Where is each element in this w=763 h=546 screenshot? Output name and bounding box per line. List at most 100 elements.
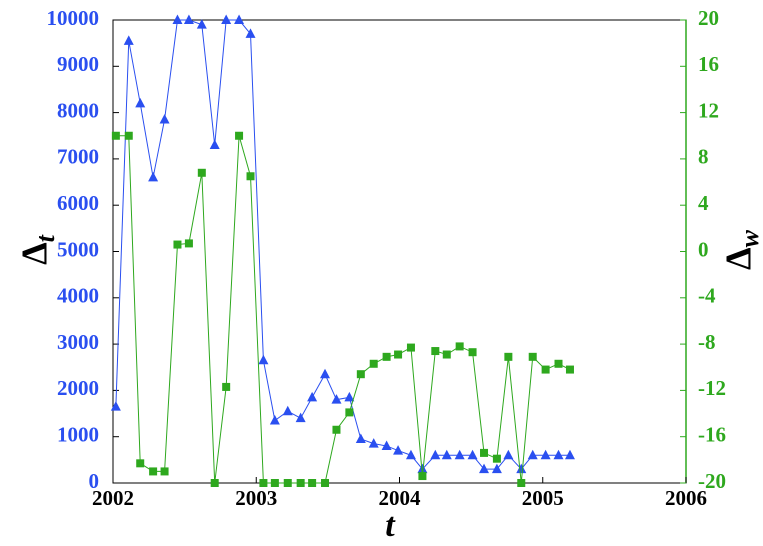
triangle-marker — [148, 171, 159, 182]
triangle-marker — [159, 114, 170, 124]
triangle-marker — [430, 449, 441, 460]
triangle-marker — [295, 412, 306, 423]
triangle-marker — [540, 449, 551, 460]
y2-tick-label: 12 — [698, 98, 719, 122]
square-marker — [296, 479, 305, 487]
x-tick-label: 2003 — [235, 486, 277, 510]
square-marker — [565, 365, 574, 374]
y-tick-label: 0 — [89, 469, 100, 493]
x-tick-label: 2002 — [92, 486, 134, 510]
triangle-marker — [135, 97, 146, 108]
square-marker — [308, 479, 317, 487]
y-tick-label: 2000 — [57, 376, 99, 400]
triangle-marker — [123, 35, 134, 45]
triangle-marker — [527, 449, 538, 460]
square-marker — [210, 479, 219, 487]
square-marker — [345, 408, 354, 417]
y2-tick-label: -8 — [698, 330, 716, 354]
y2-tick-label: 16 — [698, 52, 719, 76]
triangle-marker — [479, 463, 490, 474]
y2-label-sub: w — [735, 229, 763, 247]
square-marker — [418, 472, 427, 481]
triangle-marker — [393, 445, 404, 455]
triangle-marker — [516, 463, 527, 474]
square-marker — [222, 382, 231, 391]
triangle-marker — [344, 391, 355, 402]
triangle-marker — [503, 449, 514, 460]
square-marker — [541, 365, 550, 374]
square-marker — [394, 350, 403, 359]
square-marker — [382, 352, 391, 361]
x-tick-label: 2004 — [379, 486, 422, 510]
series-line — [115, 135, 571, 484]
y-tick-label: 10000 — [47, 6, 100, 30]
y-tick-label: 3000 — [57, 330, 99, 354]
square-marker — [283, 479, 292, 487]
y2-tick-label: -4 — [698, 284, 716, 308]
triangle-marker — [417, 463, 428, 474]
y-tick-label: 6000 — [57, 191, 99, 215]
triangle-marker — [553, 449, 564, 460]
square-marker — [442, 350, 451, 359]
triangle-marker — [491, 463, 502, 474]
square-marker — [124, 131, 133, 140]
y2-tick-label: -16 — [698, 423, 726, 447]
y2-tick-label: 20 — [698, 6, 719, 30]
triangle-marker — [110, 401, 121, 411]
x-axis-label: t — [385, 507, 396, 544]
y-tick-label: 4000 — [57, 284, 99, 308]
y2-tick-label: -20 — [698, 469, 726, 493]
square-marker — [111, 131, 120, 140]
square-marker — [431, 347, 440, 356]
triangle-marker — [381, 440, 392, 450]
square-marker — [270, 479, 279, 487]
triangle-marker — [467, 449, 478, 460]
triangle-marker — [269, 414, 280, 425]
y-label-main: Δ — [14, 242, 54, 265]
triangle-marker — [209, 139, 220, 150]
square-marker — [468, 348, 477, 357]
square-marker — [517, 479, 526, 487]
square-marker — [160, 467, 169, 476]
square-marker — [259, 479, 268, 487]
triangle-marker — [405, 449, 416, 460]
square-marker — [173, 240, 182, 249]
y-axis-label: Δt — [14, 234, 60, 265]
y-tick-label: 7000 — [57, 145, 99, 169]
square-marker — [332, 425, 341, 434]
triangle-marker — [368, 438, 379, 448]
square-marker — [528, 352, 537, 361]
plot-frame — [112, 19, 687, 484]
y2-axis-label: Δw — [718, 229, 763, 270]
square-marker — [136, 459, 145, 468]
square-marker — [246, 172, 255, 181]
triangle-marker — [221, 14, 232, 24]
y-tick-label: 5000 — [57, 237, 99, 261]
triangle-marker — [355, 433, 366, 444]
y2-tick-label: 0 — [698, 237, 709, 261]
triangle-marker — [234, 14, 245, 24]
triangle-marker — [441, 449, 452, 460]
square-marker — [480, 448, 489, 457]
triangle-marker — [172, 14, 183, 24]
y2-tick-label: 8 — [698, 145, 709, 169]
square-marker — [406, 343, 415, 352]
y2-label-main: Δ — [718, 247, 758, 270]
triangle-marker — [320, 368, 331, 379]
y-tick-label: 8000 — [57, 98, 99, 122]
square-marker — [356, 370, 365, 379]
square-marker — [492, 454, 501, 463]
triangle-marker — [183, 14, 194, 24]
y-label-sub: t — [31, 234, 60, 242]
triangle-marker — [331, 394, 342, 404]
square-marker — [369, 359, 378, 368]
square-marker — [504, 352, 513, 361]
square-marker — [321, 479, 330, 487]
square-marker — [197, 168, 206, 177]
y-tick-label: 9000 — [57, 52, 99, 76]
triangle-marker — [258, 354, 269, 365]
square-marker — [149, 467, 158, 476]
y2-tick-label: 4 — [698, 191, 709, 215]
square-marker — [455, 342, 464, 351]
